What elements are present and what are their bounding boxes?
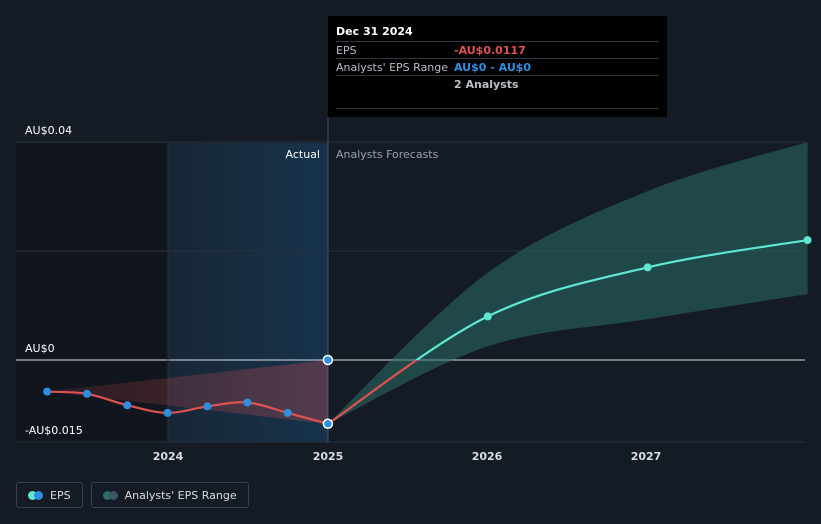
tooltip-divider <box>336 108 659 109</box>
tooltip-date: Dec 31 2024 <box>336 25 413 38</box>
chart-legend: EPS Analysts' EPS Range <box>16 482 249 508</box>
tooltip-eps-row: EPS -AU$0.0117 <box>336 41 659 59</box>
legend-range-label: Analysts' EPS Range <box>124 488 237 502</box>
eps-data-point <box>203 402 212 411</box>
eps-points <box>43 236 812 430</box>
eps-data-point <box>43 387 52 396</box>
eps-forecast-point <box>803 236 812 245</box>
legend-range-toggle[interactable]: Analysts' EPS Range <box>90 482 249 508</box>
eps-data-point <box>123 401 132 410</box>
eps-legend-icon <box>28 490 43 500</box>
hover-tooltip: Dec 31 2024 EPS -AU$0.0117 Analysts' EPS… <box>328 16 667 117</box>
eps-data-point <box>243 398 252 407</box>
eps-forecast-line-negative <box>327 360 419 425</box>
tooltip-range-row: Analysts' EPS Range AU$0 - AU$0 <box>336 58 659 76</box>
eps-data-point <box>283 408 292 417</box>
range-hover-point <box>322 354 334 366</box>
x-tick-label: 2025 <box>313 450 344 463</box>
y-tick-label: AU$0 <box>25 342 55 355</box>
forecast-label: Analysts Forecasts <box>336 148 439 161</box>
tooltip-analysts-row: 2 Analysts <box>336 75 659 93</box>
eps-data-point <box>82 389 91 398</box>
x-tick-label: 2026 <box>472 450 503 463</box>
tooltip-range-value: AU$0 - AU$0 <box>454 61 532 74</box>
legend-eps-label: EPS <box>50 488 71 502</box>
eps-data-point <box>163 408 172 417</box>
actual-label: Actual <box>286 148 320 161</box>
tooltip-eps-value: -AU$0.0117 <box>454 44 526 57</box>
eps-forecast-point <box>643 263 652 272</box>
past-range-area <box>47 360 328 424</box>
y-tick-label: -AU$0.015 <box>25 424 83 437</box>
tooltip-eps-label: EPS <box>336 44 357 57</box>
x-tick-label: 2027 <box>631 450 662 463</box>
y-tick-label: AU$0.04 <box>25 124 72 137</box>
forecast-range-band <box>47 142 808 424</box>
eps-hover-point <box>322 418 334 430</box>
forecast-range-area <box>327 142 808 424</box>
x-tick-label: 2024 <box>153 450 184 463</box>
legend-eps-toggle[interactable]: EPS <box>16 482 83 508</box>
eps-forecast-point <box>483 312 492 321</box>
range-legend-icon <box>102 490 118 500</box>
eps-forecast-line <box>414 239 808 360</box>
tooltip-range-label: Analysts' EPS Range <box>336 61 449 74</box>
tooltip-analysts: 2 Analysts <box>454 78 519 91</box>
